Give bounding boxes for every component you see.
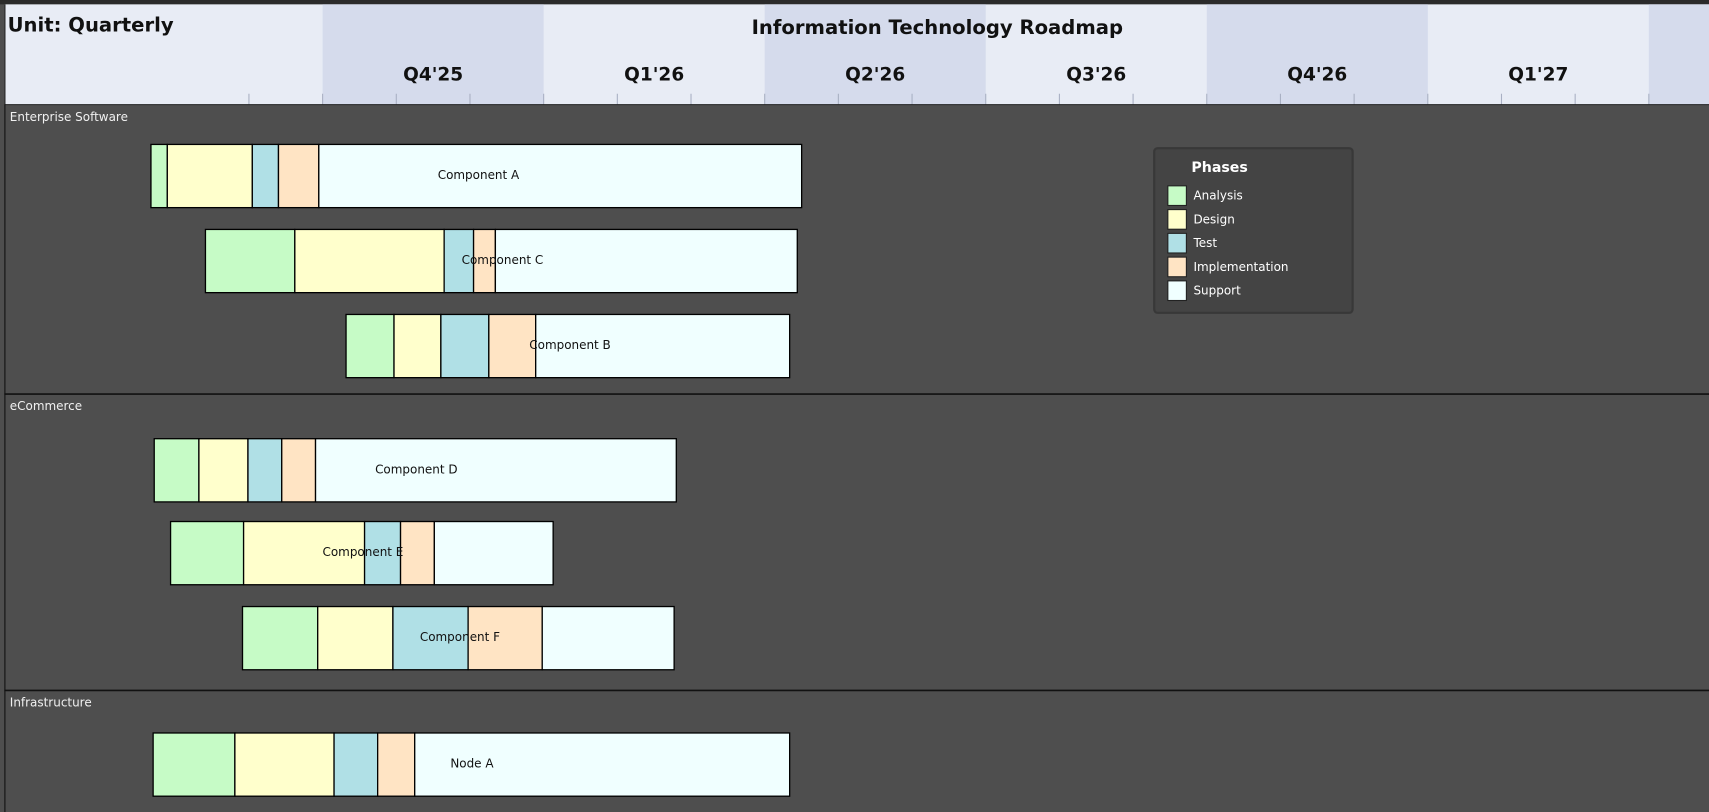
lane-label: Enterprise Software — [10, 110, 128, 124]
item-label: Component B — [529, 338, 611, 352]
phase-segment — [494, 228, 798, 294]
unit-label: Unit: Quarterly — [8, 14, 174, 37]
phase-segment — [433, 520, 554, 586]
phase-segment — [153, 438, 200, 503]
lane-label: eCommerce — [10, 399, 82, 413]
phase-segment — [318, 143, 803, 209]
header — [4, 4, 1709, 105]
item-label: Component D — [375, 462, 458, 476]
period-label: Q1'26 — [624, 65, 684, 86]
legend-box — [1153, 147, 1354, 314]
phase-segment — [242, 520, 366, 586]
phase-segment — [399, 520, 435, 586]
legend-label: Analysis — [1193, 189, 1242, 203]
phase-segment — [150, 143, 168, 209]
phase-segment — [152, 732, 236, 797]
phase-segment — [294, 228, 445, 294]
legend-label: Implementation — [1193, 260, 1288, 274]
top-strip — [0, 0, 1709, 5]
phase-segment — [241, 605, 319, 671]
period-shade — [322, 4, 544, 105]
period-shade — [764, 4, 986, 105]
phase-segment — [204, 228, 296, 294]
item-label: Component C — [462, 253, 544, 267]
phase-segment — [169, 520, 245, 586]
phase-segment — [251, 143, 280, 209]
roadmap-title: Information Technology Roadmap — [752, 16, 1123, 39]
period-label: Q4'25 — [403, 65, 463, 86]
item-label: Component E — [323, 545, 404, 559]
period-label: Q1'27 — [1508, 65, 1568, 86]
period-shade — [1648, 4, 1709, 105]
legend-title: Phases — [1191, 160, 1247, 176]
phase-segment — [392, 605, 469, 671]
item-label: Node A — [450, 757, 494, 771]
legend-label: Support — [1193, 284, 1241, 298]
period-label: Q2'26 — [845, 65, 905, 86]
phase-segment — [393, 313, 442, 379]
legend-swatch — [1167, 232, 1187, 254]
phase-segment — [198, 438, 249, 503]
legend-swatch — [1167, 280, 1187, 302]
legend-swatch — [1167, 256, 1187, 278]
phase-segment — [345, 313, 395, 379]
phase-segment — [281, 438, 317, 503]
item-label: Component A — [438, 168, 520, 182]
phase-segment — [467, 605, 543, 671]
legend: Phases Analysis Design Test Implementation S… — [1153, 147, 1354, 314]
legend-swatch — [1167, 209, 1187, 230]
phase-segment — [440, 313, 490, 379]
phase-segment — [535, 313, 791, 379]
phase-segment — [166, 143, 253, 209]
legend-label: Test — [1192, 236, 1217, 250]
legend-swatch — [1167, 185, 1187, 206]
body: Enterprise Software Component A Component … — [4, 110, 1709, 797]
lane-label: Infrastructure — [10, 696, 92, 710]
phase-segment — [488, 313, 537, 379]
phase-segment — [234, 732, 335, 797]
phase-segment — [314, 438, 677, 503]
period-label: Q4'26 — [1287, 65, 1347, 86]
phase-segment — [333, 732, 379, 797]
legend-label: Design — [1193, 212, 1234, 226]
phase-segment — [377, 732, 416, 797]
period-label: Q3'26 — [1066, 65, 1126, 86]
phase-segment — [317, 605, 394, 671]
phase-segment — [541, 605, 675, 671]
phase-segment — [414, 732, 791, 797]
phase-segment — [247, 438, 283, 503]
phase-segment — [277, 143, 320, 209]
item-label: Component F — [420, 630, 500, 644]
phase-segment — [443, 228, 475, 294]
period-shade — [1206, 4, 1428, 105]
